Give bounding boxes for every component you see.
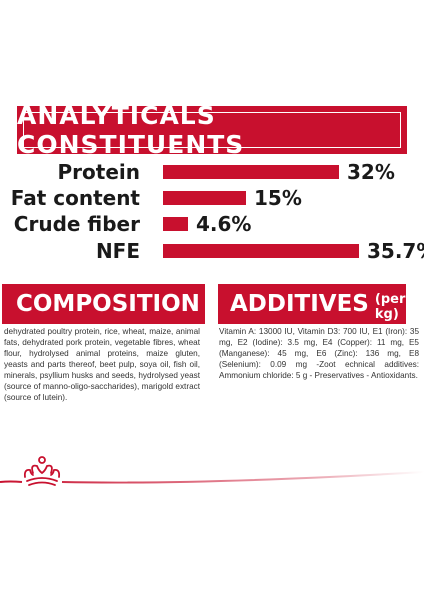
constituent-row-protein: Protein 32%	[0, 160, 424, 184]
constituent-label: NFE	[95, 239, 140, 263]
additives-title: ADDITIVES	[230, 291, 369, 317]
composition-title: COMPOSITION	[16, 291, 200, 317]
additives-text: Vitamin A: 13000 IU, Vitamin D3: 700 IU,…	[219, 327, 419, 380]
constituent-row-fiber: Crude fiber 4.6%	[0, 212, 424, 236]
constituent-bar	[163, 165, 339, 179]
constituent-value: 35.7%	[367, 239, 424, 263]
decorative-wave	[0, 471, 424, 484]
constituent-value: 15%	[254, 186, 302, 210]
additives-subtitle: (per kg)	[374, 292, 406, 322]
constituent-bar	[163, 244, 359, 258]
composition-banner: COMPOSITION	[2, 284, 205, 324]
constituent-bar	[163, 191, 246, 205]
constituent-bar	[163, 217, 188, 231]
constituent-value: 4.6%	[196, 212, 252, 236]
royal-crown-icon	[23, 456, 61, 486]
constituent-label: Crude fiber	[13, 212, 140, 236]
constituent-row-fat: Fat content 15%	[0, 186, 424, 210]
constituent-row-nfe: NFE 35.7%	[0, 239, 424, 263]
additives-banner: ADDITIVES (per kg)	[218, 284, 406, 324]
composition-text: dehydrated poultry protein, rice, wheat,…	[4, 327, 200, 402]
constituent-label: Fat content	[10, 186, 140, 210]
analytical-constituents-banner: ANALYTICALS CONSTITUENTS	[17, 101, 407, 159]
constituent-value: 32%	[347, 160, 395, 184]
constituent-label: Protein	[57, 160, 140, 184]
banner-title: ANALYTICALS CONSTITUENTS	[17, 101, 245, 159]
